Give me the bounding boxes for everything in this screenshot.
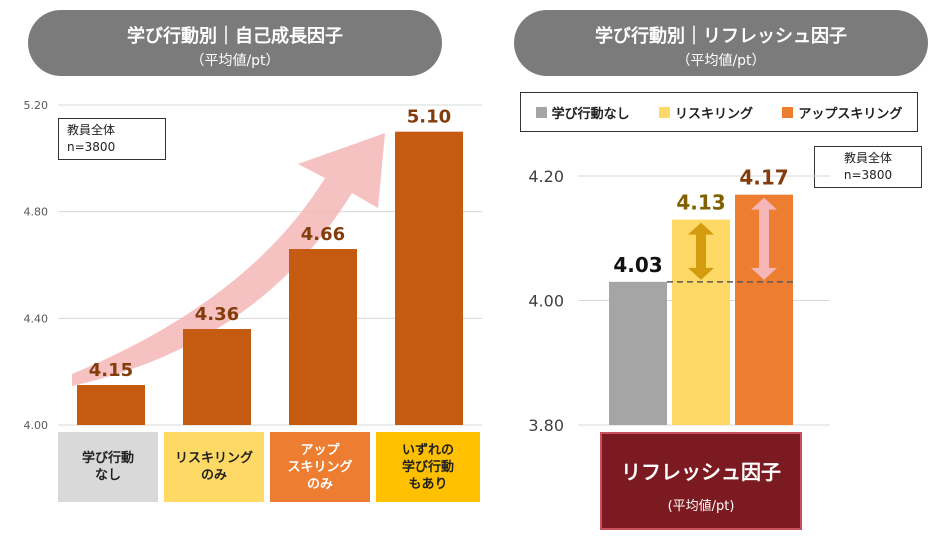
- right-chart-subtitle: （平均値/pt）: [676, 53, 766, 69]
- left-bar-value-label-2: 4.66: [301, 224, 345, 245]
- right-title-pill: 学び行動別｜リフレッシュ因子 （平均値/pt）: [514, 10, 928, 76]
- left-ytick-label-1: 4.40: [24, 312, 49, 325]
- right-bar-value-label-1: 4.13: [676, 191, 725, 215]
- reskilling-diff-arrow: [688, 222, 714, 280]
- right-chart-title: 学び行動別｜リフレッシュ因子: [595, 26, 847, 47]
- left-ytick-label-0: 4.00: [24, 419, 49, 432]
- left-chart-subtitle: （平均値/pt）: [190, 53, 280, 69]
- legend-item-upskilling: アップスキリング: [782, 103, 902, 122]
- right-ytick-label-0: 3.80: [528, 416, 564, 435]
- category-label-reskilling: リスキリング のみ: [164, 432, 264, 502]
- right-legend: 学び行動なし リスキリング アップスキリング: [520, 92, 918, 132]
- left-bar-value-label-1: 4.36: [195, 304, 239, 325]
- left-chart-title: 学び行動別｜自己成長因子: [127, 26, 343, 47]
- left-bar-3: [395, 131, 463, 425]
- legend-swatch-none: [535, 106, 547, 118]
- right-ytick-label-2: 4.20: [528, 167, 564, 186]
- category-label-upskilling: アップ スキリング のみ: [270, 432, 370, 502]
- left-bar-0: [77, 385, 145, 425]
- legend-swatch-upskilling: [782, 106, 794, 118]
- left-bar-value-label-0: 4.15: [89, 360, 133, 381]
- category-label-none: 学び行動 なし: [58, 432, 158, 502]
- upskilling-diff-arrow: [751, 197, 777, 280]
- refresh-factor-title: リフレッシュ因子: [621, 460, 781, 484]
- left-bar-2: [289, 249, 357, 425]
- left-bar-value-label-3: 5.10: [407, 107, 451, 128]
- legend-label-none: 学び行動なし: [551, 106, 630, 122]
- left-ytick-label-2: 4.80: [24, 206, 49, 219]
- legend-item-reskilling: リスキリング: [658, 103, 753, 122]
- legend-label-reskilling: リスキリング: [674, 106, 753, 122]
- legend-swatch-reskilling: [658, 106, 670, 118]
- left-bar-1: [183, 329, 251, 425]
- refresh-factor-subtitle: (平均値/pt): [667, 499, 735, 514]
- growth-arrow: [72, 133, 385, 386]
- left-title-pill: 学び行動別｜自己成長因子 （平均値/pt）: [28, 10, 442, 76]
- right-sample-note: 教員全体 n=3800: [814, 146, 922, 188]
- left-note-line2: n=3800: [67, 140, 116, 154]
- right-ytick-label-1: 4.00: [528, 292, 564, 311]
- right-note-line2: n=3800: [843, 168, 893, 182]
- legend-label-upskilling: アップスキリング: [798, 106, 903, 122]
- right-bar-value-label-2: 4.17: [739, 166, 788, 190]
- left-ytick-label-3: 5.20: [24, 99, 49, 112]
- category-label-both: いずれの 学び行動 もあり: [376, 432, 480, 502]
- right-bar-value-label-0: 4.03: [613, 253, 662, 277]
- left-sample-note: 教員全体 n=3800: [58, 118, 166, 160]
- right-note-line1: 教員全体: [843, 151, 892, 165]
- legend-item-none: 学び行動なし: [535, 103, 630, 122]
- refresh-factor-label-box: リフレッシュ因子 (平均値/pt): [600, 432, 802, 530]
- right-bar-0: [609, 281, 667, 425]
- left-note-line1: 教員全体: [67, 123, 116, 137]
